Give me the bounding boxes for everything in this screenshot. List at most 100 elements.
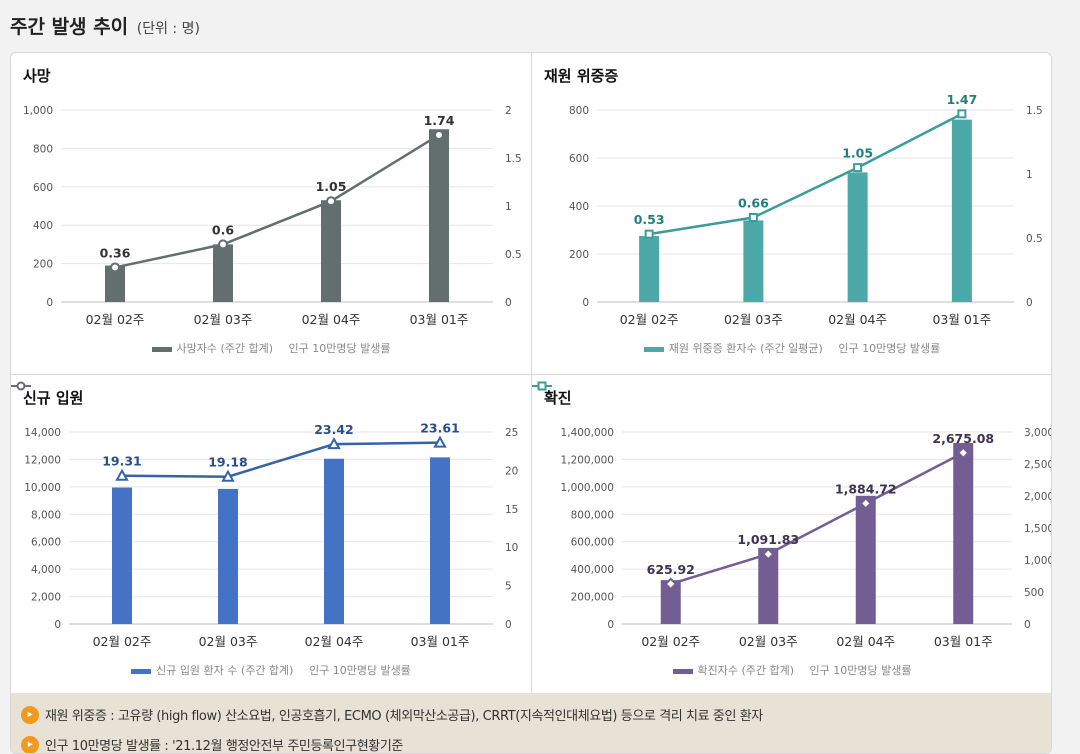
data-label: 2,675.08 [932,431,994,446]
y-left-tick-label: 0 [46,297,53,309]
y-left-tick-label: 800,000 [571,509,614,521]
line-point-marker [115,468,129,481]
y-left-tick-label: 400 [33,220,53,232]
legend-line-item[interactable]: 인구 10만명당 발생률 [532,662,912,714]
legend-line-item[interactable]: 인구 10만명당 발생률 [11,340,391,391]
bar [758,547,779,624]
bar [743,220,764,302]
y-left-tick-label: 1,000 [23,105,53,117]
legend-bar-swatch [151,346,172,352]
legend-line-item[interactable]: 인구 10만명당 발생률 [11,662,411,713]
divider-vertical [531,53,532,693]
line-point-marker [433,435,447,448]
y-right-tick-label: 1,500 [1024,523,1052,535]
x-tick-label: 03월 01주 [932,312,991,327]
data-label: 1.05 [842,146,873,161]
x-tick-label: 03월 01주 [410,312,469,327]
data-label: 1,091.83 [737,532,799,547]
data-label: 1.05 [316,179,347,194]
notes-section: ▸ 재원 위중증 : 고유량 (high flow) 산소요법, 인공호흡기, E… [11,693,1051,753]
y-left-tick-label: 800 [569,105,589,117]
line-point-marker [327,437,341,450]
data-label: 23.42 [314,422,354,437]
legend-line-item[interactable]: 인구 10만명당 발생률 [532,340,940,391]
series-line [114,133,440,269]
x-tick-label: 02월 03주 [739,634,798,649]
x-tick-label: 02월 02주 [93,634,152,649]
legend-bar-item[interactable]: 재원 위중증 환자수 (주간 일평균) [643,340,823,356]
y-right-tick-label: 0.5 [505,249,522,261]
line-point-marker [859,496,873,510]
y-right-tick-label: 1 [1026,169,1033,181]
line-point-marker [957,109,967,119]
data-label: 1,884.72 [835,481,897,496]
legend-bar-item[interactable]: 사망자수 (주간 합계) [151,340,273,356]
speaker-icon: ▸ [21,735,39,753]
bar [639,236,660,302]
charts-board: 사망 0 200 400 600 800 1,000 0 0.5 1 1.5 2 02월 02주 02월… [10,52,1052,754]
y-left-tick-label: 200,000 [571,592,614,604]
data-label: 1.47 [946,93,977,107]
y-right-tick-label: 10 [505,542,518,554]
legend-bar-item[interactable]: 확진자수 (주간 합계) [672,662,794,678]
bar [213,244,233,302]
legend-bar-item[interactable]: 신규 입원 환자 수 (주간 합계) [131,662,293,678]
chart-title: 신규 입원 [23,389,84,407]
chart-panel-admission: 신규 입원 0 2,000 4,000 6,000 8,000 10,000 12,000 1… [11,375,531,713]
divider-horizontal [11,374,1051,375]
line-point-marker [761,547,775,561]
bar [951,119,972,302]
series-line [670,451,964,586]
bar [429,129,449,302]
legend-bar-swatch [643,346,664,352]
y-right-tick-label: 15 [505,504,518,516]
data-label: 1.74 [424,113,455,128]
y-left-tick-label: 10,000 [24,482,61,494]
line-point-marker [221,469,235,482]
chart-panel-deaths: 사망 0 200 400 600 800 1,000 0 0.5 1 1.5 2 02월 02주 02월… [11,53,531,391]
y-right-tick-label: 500 [1024,587,1044,599]
y-right-tick-label: 0 [505,297,512,309]
bar [847,172,868,302]
y-left-tick-label: 1,000,000 [561,482,614,494]
y-left-tick-label: 2,000 [31,592,61,604]
x-tick-label: 02월 04주 [302,312,361,327]
y-left-tick-label: 0 [54,619,61,631]
data-label: 19.31 [102,454,142,469]
line-point-marker [434,129,444,140]
chart-legend: 사망자수 (주간 합계) 인구 10만명당 발생률 [11,340,531,391]
y-right-tick-label: 1.5 [1026,105,1043,117]
y-left-tick-label: 400 [569,201,589,213]
data-label: 0.36 [100,245,131,260]
chart-svg-confirmed: 0 200,000 400,000 600,000 800,000 1,000,000 1,… [561,427,1052,649]
legend-bar-swatch [131,668,152,674]
chart-legend: 재원 위중증 환자수 (주간 일평균) 인구 10만명당 발생률 [532,340,1051,391]
y-right-tick-label: 25 [505,427,518,439]
chart-legend: 확진자수 (주간 합계) 인구 10만명당 발생률 [532,662,1051,714]
y-right-tick-label: 2 [505,105,512,117]
y-left-tick-label: 0 [607,619,614,631]
bar [660,580,681,624]
y-right-tick-label: 2,000 [1024,491,1052,503]
bar [855,495,876,624]
y-left-tick-label: 8,000 [31,509,61,521]
legend-line-swatch [11,381,31,391]
chart-legend: 신규 입원 환자 수 (주간 합계) 인구 10만명당 발생률 [11,662,531,713]
y-right-tick-label: 0 [1026,297,1033,309]
x-tick-label: 02월 03주 [724,312,783,327]
y-right-tick-label: 3,000 [1024,427,1052,439]
unit-label: (단위 : 명) [136,21,200,37]
y-left-tick-label: 1,400,000 [561,427,614,439]
chart-title: 재원 위중증 [544,67,619,85]
chart-svg-severe: 0 200 400 600 800 0 0.5 1 1.5 02월 02주 02월 03주 02월 0… [569,93,1043,327]
y-left-tick-label: 400,000 [571,564,614,576]
series-line [648,112,963,236]
x-tick-label: 02월 03주 [194,312,253,327]
chart-title: 확진 [544,389,572,407]
data-label: 0.66 [738,196,769,211]
page-title: 주간 발생 추이 (단위 : 명) [10,16,200,38]
note-item: ▸ 인구 10만명당 발생률 : '21.12월 행정안전부 주민등록인구현황기준 [21,735,403,753]
y-right-tick-label: 20 [505,465,518,477]
y-right-tick-label: 0 [1024,619,1031,631]
y-right-tick-label: 5 [505,581,512,593]
